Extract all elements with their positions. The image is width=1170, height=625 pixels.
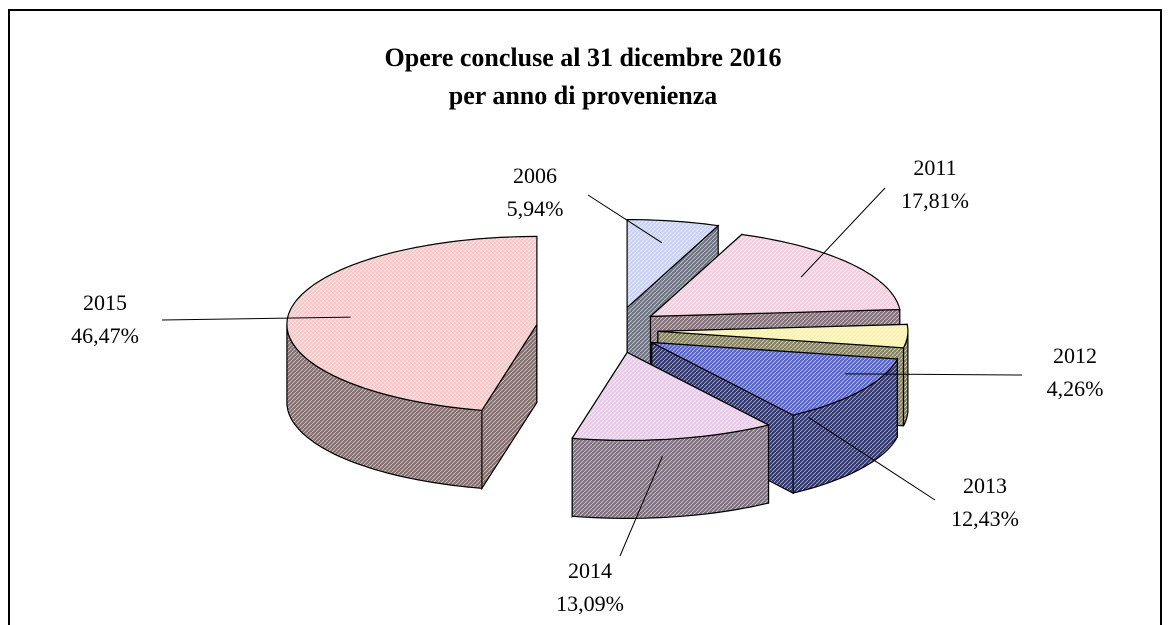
leader-line bbox=[587, 194, 663, 244]
chart-subtitle: per anno di provenienza bbox=[449, 81, 717, 110]
slice bbox=[626, 219, 720, 309]
slice bbox=[286, 235, 538, 491]
slice bbox=[571, 350, 771, 519]
chart-frame bbox=[8, 9, 1162, 625]
slice-label: 2006 bbox=[513, 163, 557, 188]
chart-title: Opere concluse al 31 dicembre 2016 bbox=[385, 43, 782, 72]
slice-label: 2013 bbox=[963, 473, 1007, 498]
slice bbox=[571, 351, 771, 441]
slice bbox=[657, 323, 909, 349]
leader-line bbox=[800, 187, 886, 278]
slice bbox=[651, 341, 899, 416]
leader-line bbox=[808, 417, 936, 501]
slice bbox=[286, 235, 538, 411]
slice-value-label: 17,81% bbox=[901, 188, 969, 213]
slice-value-label: 46,47% bbox=[71, 323, 139, 348]
leader-line bbox=[845, 373, 1023, 376]
leader-line bbox=[161, 316, 351, 321]
slice-label: 2014 bbox=[568, 558, 612, 583]
slice bbox=[648, 233, 901, 318]
slice-value-label: 4,26% bbox=[1047, 376, 1104, 401]
leader-line bbox=[619, 456, 663, 557]
slice-value-label: 12,43% bbox=[951, 506, 1019, 531]
slice-value-label: 13,09% bbox=[556, 591, 624, 616]
slice-label: 2011 bbox=[913, 155, 956, 180]
pie bbox=[286, 219, 909, 519]
slice-label: 2012 bbox=[1053, 343, 1097, 368]
slice-value-label: 5,94% bbox=[507, 196, 564, 221]
slice-label: 2015 bbox=[83, 290, 127, 315]
